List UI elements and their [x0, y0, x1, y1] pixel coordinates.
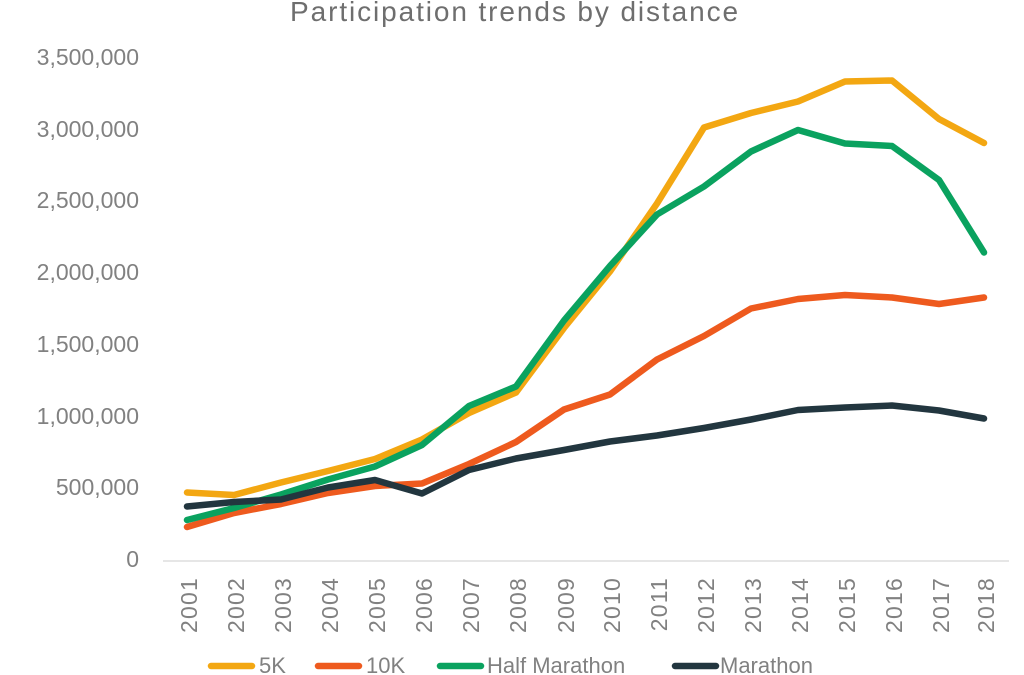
svg-text:2,000,000: 2,000,000: [37, 259, 139, 285]
svg-text:Participation trends by distan: Participation trends by distance: [290, 0, 740, 27]
svg-text:3,500,000: 3,500,000: [37, 44, 139, 70]
svg-text:2016: 2016: [881, 577, 907, 633]
svg-text:2010: 2010: [599, 577, 625, 633]
svg-text:2014: 2014: [787, 577, 813, 633]
svg-text:2002: 2002: [223, 577, 249, 633]
svg-text:1,000,000: 1,000,000: [37, 403, 139, 429]
svg-text:2018: 2018: [973, 577, 999, 633]
svg-text:0: 0: [126, 546, 139, 572]
svg-text:10K: 10K: [366, 653, 405, 675]
svg-text:2,500,000: 2,500,000: [37, 187, 139, 213]
svg-text:3,000,000: 3,000,000: [37, 116, 139, 142]
svg-text:2003: 2003: [270, 577, 296, 633]
svg-text:2015: 2015: [834, 577, 860, 633]
svg-text:2001: 2001: [176, 577, 202, 633]
svg-text:2011: 2011: [646, 577, 672, 631]
svg-text:2008: 2008: [505, 577, 531, 633]
svg-text:2012: 2012: [693, 577, 719, 633]
svg-text:5K: 5K: [259, 653, 286, 675]
svg-text:2005: 2005: [364, 577, 390, 633]
svg-text:2004: 2004: [317, 577, 343, 633]
svg-text:2017: 2017: [928, 577, 954, 633]
svg-text:Marathon: Marathon: [720, 653, 813, 675]
svg-text:2007: 2007: [458, 577, 484, 633]
svg-text:2009: 2009: [553, 577, 579, 633]
svg-text:Half Marathon: Half Marathon: [487, 653, 625, 675]
svg-text:2006: 2006: [411, 577, 437, 633]
svg-text:2013: 2013: [740, 577, 766, 633]
svg-text:1,500,000: 1,500,000: [37, 331, 139, 357]
svg-text:500,000: 500,000: [56, 474, 139, 500]
